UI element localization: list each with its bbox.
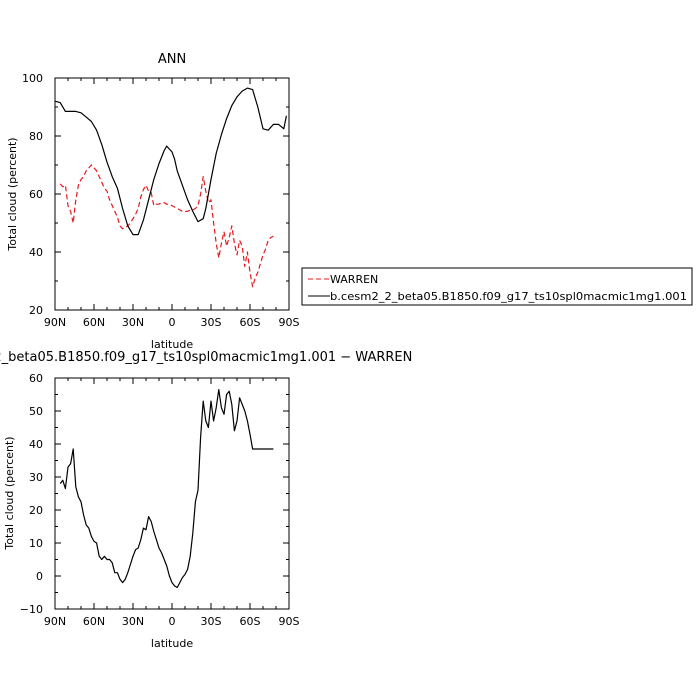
- x-tick-label: 60N: [83, 615, 105, 628]
- x-tick-label: 30N: [122, 615, 144, 628]
- x-tick-label: 0: [169, 316, 176, 329]
- x-tick-label: 30S: [201, 615, 222, 628]
- top-panel-y-label: Total cloud (percent): [6, 137, 19, 251]
- top-panel-frame: [54, 77, 290, 311]
- bottom-panel-x-axis: 90N 60N 30N 0 30S 60S 90S: [44, 378, 300, 628]
- x-tick-label: 60N: [83, 316, 105, 329]
- y-tick-label: 60: [29, 372, 43, 385]
- bottom-panel-title: b.cesm2_2_beta05.B1850.f09_g17_ts10spl0m…: [0, 350, 412, 365]
- legend-label-warren: WARREN: [330, 273, 378, 286]
- y-tick-label: 20: [29, 304, 43, 317]
- top-panel-plot-area: [54, 87, 287, 288]
- x-tick-label: 90S: [279, 316, 300, 329]
- bottom-panel: b.cesm2_2_beta05.B1850.f09_g17_ts10spl0m…: [0, 350, 412, 650]
- y-tick-label: 40: [29, 246, 43, 259]
- y-tick-label: 0: [36, 570, 43, 583]
- x-tick-label: 60S: [240, 615, 261, 628]
- y-tick-label: 40: [29, 438, 43, 451]
- model-series-line: [54, 87, 287, 236]
- y-tick-label: 30: [29, 471, 43, 484]
- y-tick-label: −10: [20, 603, 43, 616]
- difference-series-line: [59, 389, 274, 589]
- x-tick-label: 90S: [279, 615, 300, 628]
- bottom-panel-y-axis: −10 0 10 20 30 40 50 60: [20, 372, 289, 616]
- x-tick-label: 0: [169, 615, 176, 628]
- y-tick-label: 80: [29, 130, 43, 143]
- y-tick-label: 100: [22, 72, 43, 85]
- bottom-panel-plot-area: [59, 389, 274, 589]
- y-tick-label: 50: [29, 405, 43, 418]
- y-tick-label: 60: [29, 188, 43, 201]
- top-panel-x-axis: 90N 60N 30N 0 30S 60S 90S: [44, 78, 300, 329]
- bottom-panel-y-label: Total cloud (percent): [3, 436, 16, 550]
- top-panel: ANN 90N 60N 30N 0 30S 60S 90S 20 40 60 80 100 lati…: [6, 52, 300, 351]
- y-tick-label: 10: [29, 537, 43, 550]
- top-panel-y-axis: 20 40 60 80 100: [22, 72, 289, 317]
- legend-box: [301, 267, 693, 306]
- top-panel-x-label: latitude: [151, 338, 193, 351]
- y-tick-label: 20: [29, 504, 43, 517]
- bottom-panel-frame: [54, 377, 290, 610]
- top-panel-title: ANN: [158, 52, 186, 67]
- warren-series-line: [59, 164, 274, 288]
- bottom-panel-x-label: latitude: [151, 637, 193, 650]
- x-tick-label: 30N: [122, 316, 144, 329]
- legend-label-model: b.cesm2_2_beta05.B1850.f09_g17_ts10spl0m…: [330, 290, 687, 303]
- x-tick-label: 90N: [44, 615, 66, 628]
- x-tick-label: 30S: [201, 316, 222, 329]
- x-tick-label: 60S: [240, 316, 261, 329]
- legend: WARREN b.cesm2_2_beta05.B1850.f09_g17_ts…: [301, 267, 693, 306]
- x-tick-label: 90N: [44, 316, 66, 329]
